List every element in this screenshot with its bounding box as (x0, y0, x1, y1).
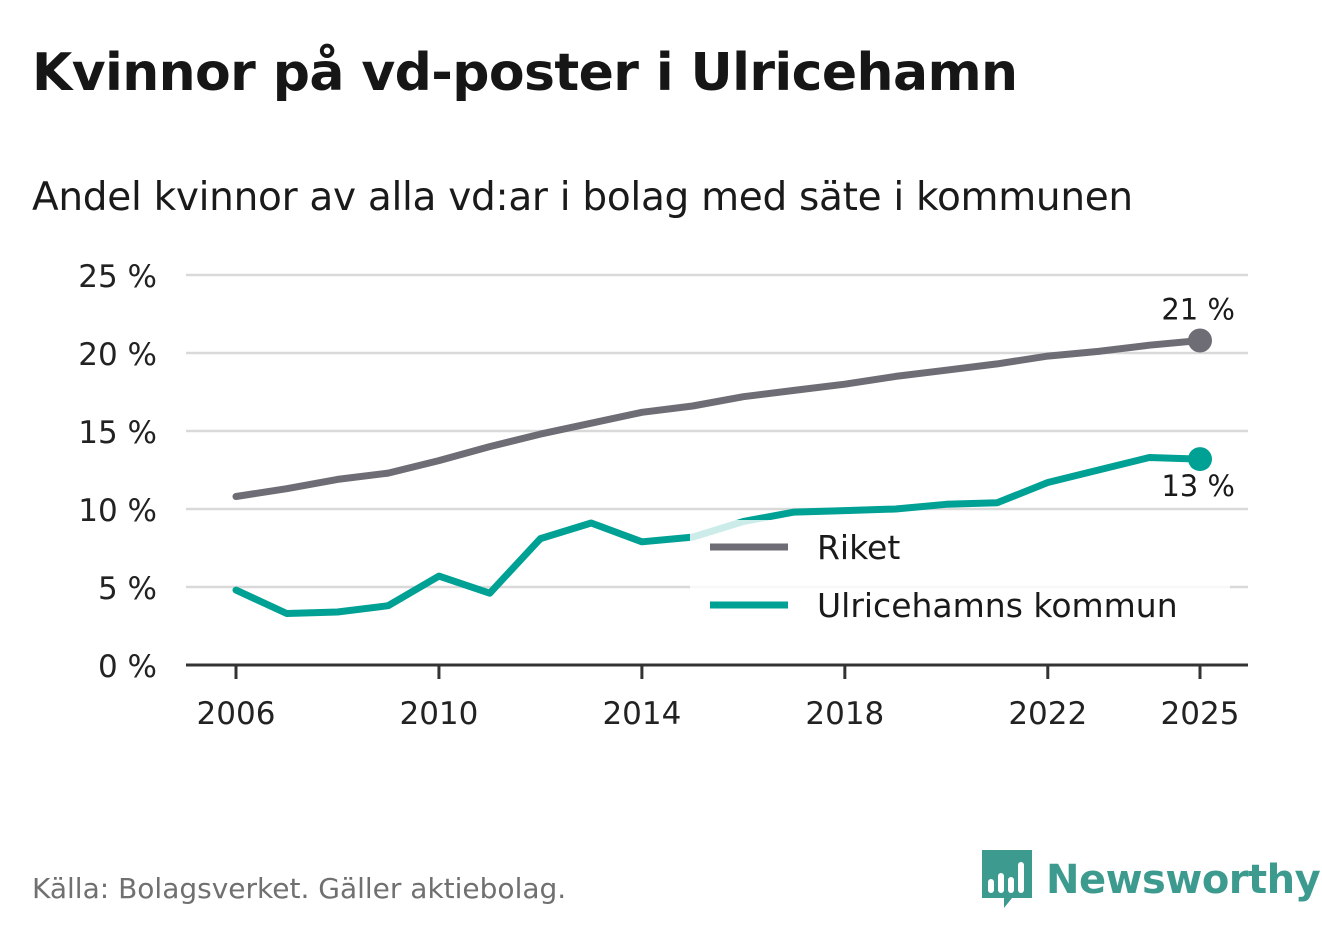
y-tick-label: 15 % (78, 415, 157, 451)
y-tick-label: 10 % (78, 493, 157, 529)
series-end-point-ulricehamns-kommun (1188, 447, 1212, 472)
x-tick-label: 2006 (197, 696, 276, 732)
x-tick-label: 2014 (602, 696, 681, 732)
data-label-end: 13 % (1161, 469, 1235, 503)
newsworthy-logo-icon (982, 850, 1032, 908)
source-note: Källa: Bolagsverket. Gäller aktiebolag. (32, 872, 567, 905)
legend-label: Ulricehamns kommun (817, 586, 1178, 625)
y-tick-label: 20 % (78, 337, 157, 373)
legend-box (690, 520, 1230, 632)
chart-subtitle: Andel kvinnor av alla vd:ar i bolag med … (32, 175, 1133, 220)
series-end-point-riket (1188, 328, 1212, 353)
x-tick-label: 2022 (1008, 696, 1087, 732)
legend-label: Riket (817, 528, 900, 567)
newsworthy-logo-text: Newsworthy (1046, 857, 1321, 903)
x-tick-label: 2018 (805, 696, 884, 732)
y-tick-label: 25 % (78, 259, 157, 295)
series-line-riket (232, 337, 1204, 500)
y-tick-label: 0 % (98, 649, 157, 685)
newsworthy-logo: Newsworthy (982, 850, 1321, 910)
x-tick-label: 2025 (1161, 696, 1240, 732)
data-label-end: 21 % (1161, 293, 1235, 327)
chart-title: Kvinnor på vd-poster i Ulricehamn (32, 43, 1018, 103)
x-tick-label: 2010 (399, 696, 478, 732)
y-tick-label: 5 % (98, 571, 157, 607)
